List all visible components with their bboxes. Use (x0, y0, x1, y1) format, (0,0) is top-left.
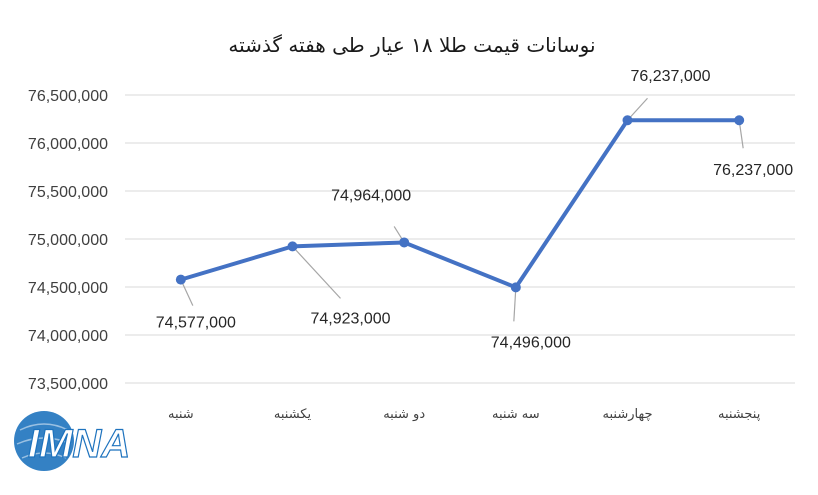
x-category-label: چهارشنبه (603, 407, 653, 422)
logo-globe-lines (16, 423, 72, 459)
data-points (175, 115, 745, 293)
chart-title: نوسانات قیمت طلا ۱۸ عیار طی هفته گذشته (228, 33, 595, 57)
data-point (175, 274, 186, 285)
imna-logo: IMNA (14, 411, 131, 471)
y-tick-label: 73,500,000 (28, 376, 108, 393)
y-tick-label: 75,500,000 (28, 184, 108, 201)
data-label: 76,237,000 (713, 162, 793, 179)
x-axis-categories: شنبه یکشنبه دو شنبه سه شنبه چهارشنبه پنجشنبه (168, 407, 761, 422)
x-category-label: پنجشنبه (718, 407, 761, 422)
y-tick-label: 76,500,000 (28, 88, 108, 105)
data-point (510, 282, 521, 293)
y-tick-label: 74,000,000 (28, 328, 108, 345)
label-leader-lines (180, 97, 744, 322)
data-label: 74,964,000 (331, 187, 411, 204)
leader-line (292, 245, 341, 299)
y-tick-label: 75,000,000 (28, 232, 108, 249)
gridlines (125, 94, 795, 384)
y-tick-label: 76,000,000 (28, 136, 108, 153)
x-category-label: شنبه (168, 407, 194, 422)
data-label: 74,577,000 (156, 315, 236, 332)
data-point (622, 115, 633, 126)
data-point (399, 237, 410, 248)
leader-line (513, 287, 517, 322)
data-label: 76,237,000 (630, 68, 710, 85)
y-axis-ticks: 73,500,000 74,000,000 74,500,000 75,000,000… (28, 88, 108, 393)
logo-text: IMNA (28, 422, 130, 466)
data-labels: 74,577,000 74,923,000 74,964,000 74,496,000… (156, 68, 794, 351)
x-category-label: دو شنبه (383, 407, 425, 422)
x-category-label: یکشنبه (274, 407, 312, 422)
data-label: 74,923,000 (310, 310, 390, 327)
data-point (287, 241, 298, 252)
data-label: 74,496,000 (491, 334, 571, 351)
y-tick-label: 74,500,000 (28, 280, 108, 297)
x-category-label: سه شنبه (492, 407, 540, 422)
data-point (734, 115, 745, 126)
series-line (180, 118, 740, 290)
